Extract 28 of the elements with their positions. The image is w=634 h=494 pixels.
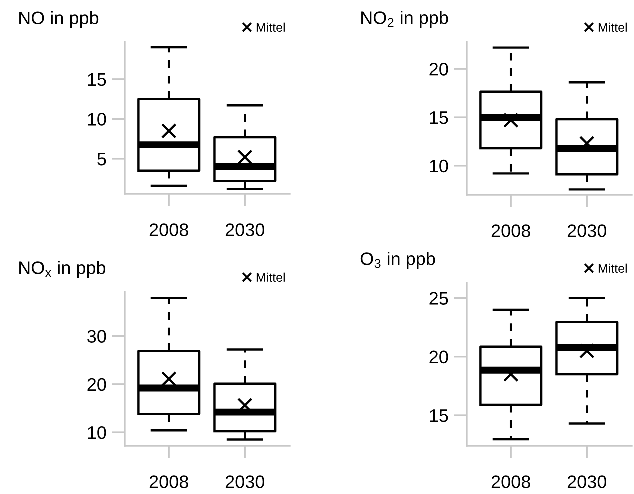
y-tick-label: 15 — [430, 112, 448, 124]
y-tick-label: 25 — [430, 292, 448, 305]
x-tick-label: 2008 — [150, 224, 188, 236]
y-tick-label: 15 — [88, 74, 106, 86]
legend-label: Mittel — [256, 272, 285, 282]
x-tick-label: 2008 — [492, 224, 530, 238]
y-tick-label: 20 — [88, 378, 106, 392]
y-tick-label: 5 — [98, 153, 106, 166]
x-tick-label: 2030 — [568, 476, 607, 488]
x-tick-label: 2030 — [226, 224, 265, 236]
y-tick-label: 30 — [88, 330, 106, 343]
y-tick-label: 20 — [430, 350, 448, 364]
chart-title: NO$_{2}$ in ppb — [362, 11, 448, 28]
y-tick-label: 10 — [88, 113, 106, 126]
y-tick-label: 15 — [430, 410, 448, 422]
x-tick-label: 2030 — [226, 476, 265, 488]
legend-label: Mittel — [598, 264, 627, 274]
chart-title: O$_{3}$ in ppb — [360, 252, 436, 269]
y-tick-label: 10 — [88, 426, 106, 440]
x-tick-label: 2008 — [150, 476, 188, 488]
legend-label: Mittel — [598, 22, 627, 32]
legend-label: Mittel — [256, 22, 285, 32]
y-tick-label: 20 — [430, 63, 448, 76]
chart-title: NO in ppb — [20, 11, 99, 28]
y-tick-label: 10 — [430, 160, 448, 173]
x-tick-label: 2008 — [492, 476, 530, 488]
x-tick-label: 2030 — [568, 224, 607, 238]
chart-title: NO$_{x}$ in ppb — [20, 261, 106, 278]
